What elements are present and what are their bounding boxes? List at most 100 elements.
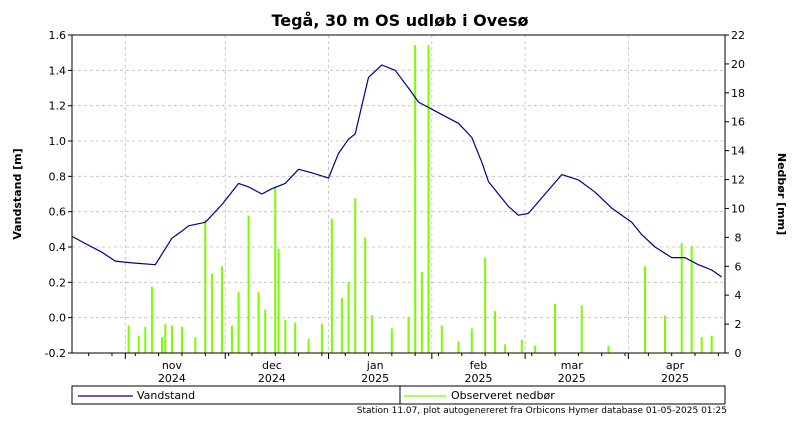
precipitation-bar <box>420 272 423 353</box>
precipitation-bar <box>170 325 173 353</box>
y2-tick-label: 8 <box>735 231 742 244</box>
legend: Vandstand Observeret nedbør <box>71 385 726 405</box>
x-year-label: 2024 <box>258 372 286 385</box>
precipitation-bar <box>204 220 207 353</box>
precipitation-bar <box>150 286 153 353</box>
precipitation-bar <box>700 337 703 353</box>
y2-tick-label: 4 <box>735 289 742 302</box>
precipitation-bar <box>390 328 393 353</box>
precipitation-bar <box>237 292 240 353</box>
y2-tick-label: 2 <box>735 318 742 331</box>
precipitation-bar <box>257 292 260 353</box>
precipitation-bar <box>440 325 443 353</box>
x-month-label: feb <box>470 359 488 372</box>
precipitation-bar <box>340 298 343 353</box>
precipitation-bar <box>607 345 610 353</box>
y-tick-label: 1.6 <box>49 29 67 42</box>
precipitation-bar <box>127 325 130 353</box>
precipitation-bar <box>320 324 323 353</box>
precipitation-bar <box>534 345 537 353</box>
precipitation-bar <box>144 326 147 353</box>
x-year-label: 2025 <box>464 372 492 385</box>
x-month-label: nov <box>162 359 183 372</box>
y2-tick-label: 10 <box>731 202 745 215</box>
y-tick-label: 0.0 <box>49 312 67 325</box>
precipitation-bar <box>457 341 460 353</box>
precipitation-bar <box>407 316 410 353</box>
vandstand-line <box>71 64 723 278</box>
precipitation-bar <box>364 237 367 353</box>
y2-tick-label: 18 <box>731 87 745 100</box>
chart-title: Tegå, 30 m OS udløb i Ovesø <box>271 11 528 30</box>
y-axis-label: Vandstand [m] <box>11 148 24 239</box>
precipitation-bar <box>690 246 693 353</box>
y-tick-label: 1.0 <box>49 135 67 148</box>
precipitation-bar <box>644 266 647 353</box>
precipitation-bar <box>137 335 140 353</box>
y-tick-label: 1.2 <box>49 100 67 113</box>
y2-tick-label: 12 <box>731 174 745 187</box>
precipitation-bar <box>554 303 557 353</box>
x-year-label: 2024 <box>158 372 186 385</box>
y-tick-label: 1.4 <box>49 64 67 77</box>
y-tick-label: -0.2 <box>45 347 66 360</box>
x-year-label: 2025 <box>361 372 389 385</box>
precipitation-bar <box>210 273 213 353</box>
x-month-label: apr <box>666 359 685 372</box>
grid <box>72 35 725 353</box>
y-tick-label: 0.6 <box>49 206 67 219</box>
y-tick-label: 0.2 <box>49 276 67 289</box>
precipitation-bar <box>664 315 667 353</box>
y2-tick-label: 0 <box>735 347 742 360</box>
precipitation-bar <box>484 257 487 353</box>
x-year-label: 2025 <box>558 372 586 385</box>
x-month-label: mar <box>561 359 583 372</box>
precipitation-bar <box>180 326 183 353</box>
precipitation-bar <box>470 328 473 353</box>
precipitation-bar <box>504 344 507 353</box>
precipitation-bars <box>127 45 713 353</box>
precipitation-bar <box>427 45 430 353</box>
y2-axis-label: Nedbør [mm] <box>775 153 788 235</box>
left-axis-ticks: -0.2 0.0 0.2 0.4 0.6 0.8 1.0 1.2 1.4 1.6 <box>45 29 72 360</box>
y2-tick-label: 6 <box>735 260 742 273</box>
precipitation-bar <box>580 305 583 353</box>
precipitation-bar <box>264 309 267 353</box>
precipitation-bar <box>164 324 167 353</box>
water-level-series <box>71 64 723 278</box>
precipitation-bar <box>220 266 223 353</box>
precipitation-bar <box>370 315 373 353</box>
precipitation-bar <box>494 311 497 353</box>
y2-tick-label: 14 <box>731 145 745 158</box>
right-axis-ticks: 0 2 4 6 8 10 12 14 16 18 20 22 <box>725 29 745 360</box>
precipitation-bar <box>294 322 297 353</box>
precipitation-bar <box>247 215 250 353</box>
x-year-label: 2025 <box>661 372 689 385</box>
precipitation-bar <box>520 339 523 353</box>
y2-tick-label: 16 <box>731 116 745 129</box>
x-month-label: jan <box>366 359 384 372</box>
precipitation-bar <box>710 335 713 353</box>
precipitation-bar <box>284 319 287 353</box>
precipitation-bar <box>307 338 310 353</box>
y2-tick-label: 20 <box>731 58 745 71</box>
y2-tick-label: 22 <box>731 29 745 42</box>
precipitation-bar <box>194 337 197 353</box>
precipitation-bar <box>160 337 163 353</box>
precipitation-bar <box>414 45 417 353</box>
legend-label-nedboer: Observeret nedbør <box>451 389 555 402</box>
precipitation-bar <box>330 218 333 353</box>
x-month-label: dec <box>262 359 282 372</box>
precipitation-bar <box>347 282 350 353</box>
precipitation-bar <box>354 198 357 353</box>
plot-frame <box>71 34 726 354</box>
precipitation-bar <box>680 243 683 353</box>
precipitation-bar <box>230 325 233 353</box>
legend-label-vandstand: Vandstand <box>137 389 195 402</box>
y-tick-label: 0.8 <box>49 170 67 183</box>
precipitation-bar <box>274 186 277 353</box>
x-axis-ticks: nov2024dec2024jan2025feb2025mar2025apr20… <box>88 353 719 385</box>
footer-note: Station 11.07, plot autogenereret fra Or… <box>357 406 727 416</box>
precipitation-bar <box>277 248 280 353</box>
